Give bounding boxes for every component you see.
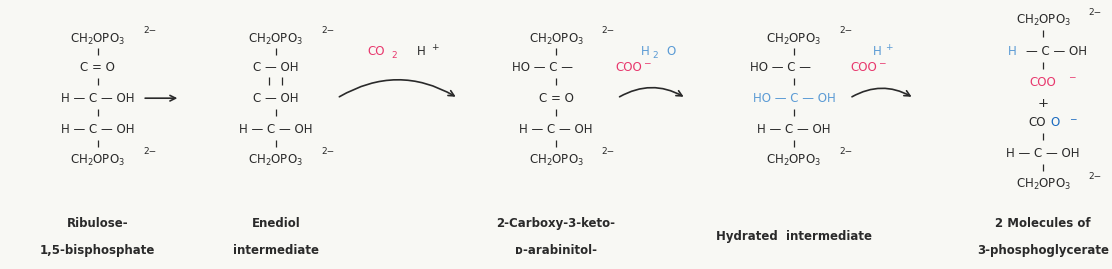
- Text: −: −: [878, 59, 886, 68]
- Text: 2−: 2−: [1089, 172, 1102, 181]
- Text: +: +: [885, 43, 893, 52]
- Text: CH$_2$OPO$_3$: CH$_2$OPO$_3$: [766, 31, 822, 47]
- Text: 2−: 2−: [840, 26, 853, 36]
- Text: intermediate: intermediate: [232, 244, 319, 257]
- Text: C — OH: C — OH: [254, 92, 298, 105]
- Text: 2−: 2−: [602, 147, 615, 157]
- Text: C — OH: C — OH: [254, 61, 298, 74]
- Text: 2: 2: [653, 51, 658, 60]
- Text: +: +: [1037, 97, 1049, 110]
- Text: C = O: C = O: [538, 92, 574, 105]
- Text: CO: CO: [367, 45, 385, 58]
- Text: Hydrated  intermediate: Hydrated intermediate: [716, 230, 872, 243]
- Text: H — C — OH: H — C — OH: [757, 123, 831, 136]
- Text: HO — C — OH: HO — C — OH: [753, 92, 835, 105]
- Text: 2−: 2−: [143, 147, 157, 157]
- Text: COO: COO: [615, 61, 642, 74]
- Text: H: H: [1007, 45, 1016, 58]
- Text: +: +: [431, 43, 439, 52]
- Text: CH$_2$OPO$_3$: CH$_2$OPO$_3$: [248, 31, 304, 47]
- Text: 3-phosphoglycerate: 3-phosphoglycerate: [977, 244, 1109, 257]
- Text: H — C — OH: H — C — OH: [1006, 147, 1080, 160]
- Text: CH$_2$OPO$_3$: CH$_2$OPO$_3$: [528, 153, 584, 168]
- Text: Enediol: Enediol: [251, 217, 300, 230]
- Text: COO: COO: [851, 61, 877, 74]
- Text: CO: CO: [1029, 116, 1046, 129]
- Text: CH$_2$OPO$_3$: CH$_2$OPO$_3$: [528, 31, 584, 47]
- Text: 2−: 2−: [321, 26, 335, 36]
- Text: CH$_2$OPO$_3$: CH$_2$OPO$_3$: [70, 31, 126, 47]
- Text: 2−: 2−: [840, 147, 853, 157]
- Text: CH$_2$OPO$_3$: CH$_2$OPO$_3$: [1015, 177, 1071, 192]
- Text: — C — OH: — C — OH: [1026, 45, 1088, 58]
- Text: H: H: [417, 45, 426, 58]
- Text: H: H: [873, 45, 882, 58]
- Text: CH$_2$OPO$_3$: CH$_2$OPO$_3$: [766, 153, 822, 168]
- Text: H: H: [641, 45, 649, 58]
- Text: 2−: 2−: [321, 147, 335, 157]
- Text: CH$_2$OPO$_3$: CH$_2$OPO$_3$: [248, 153, 304, 168]
- Text: H — C — OH: H — C — OH: [61, 92, 135, 105]
- Text: H — C — OH: H — C — OH: [519, 123, 593, 136]
- Text: CH$_2$OPO$_3$: CH$_2$OPO$_3$: [70, 153, 126, 168]
- Text: 2: 2: [391, 51, 397, 60]
- Text: HO — C —: HO — C —: [751, 61, 811, 74]
- Text: 1,5-bisphosphate: 1,5-bisphosphate: [40, 244, 156, 257]
- Text: C = O: C = O: [80, 61, 116, 74]
- Text: H — C — OH: H — C — OH: [61, 123, 135, 136]
- Text: Ribulose-: Ribulose-: [67, 217, 129, 230]
- Text: O: O: [666, 45, 675, 58]
- Text: −: −: [643, 59, 651, 68]
- Text: H — C — OH: H — C — OH: [239, 123, 312, 136]
- Text: O: O: [1051, 116, 1060, 129]
- Text: CH$_2$OPO$_3$: CH$_2$OPO$_3$: [1015, 13, 1071, 28]
- Text: −: −: [1069, 72, 1075, 81]
- Text: 2 Molecules of: 2 Molecules of: [995, 217, 1091, 230]
- Text: HO — C —: HO — C —: [513, 61, 573, 74]
- Text: −: −: [1069, 114, 1076, 123]
- Text: 2−: 2−: [1089, 8, 1102, 17]
- Text: ᴅ-arabinitol-: ᴅ-arabinitol-: [515, 244, 597, 257]
- Text: COO: COO: [1030, 76, 1056, 89]
- Text: 2−: 2−: [143, 26, 157, 36]
- Text: 2-Carboxy-3-keto-: 2-Carboxy-3-keto-: [496, 217, 616, 230]
- Text: 2−: 2−: [602, 26, 615, 36]
